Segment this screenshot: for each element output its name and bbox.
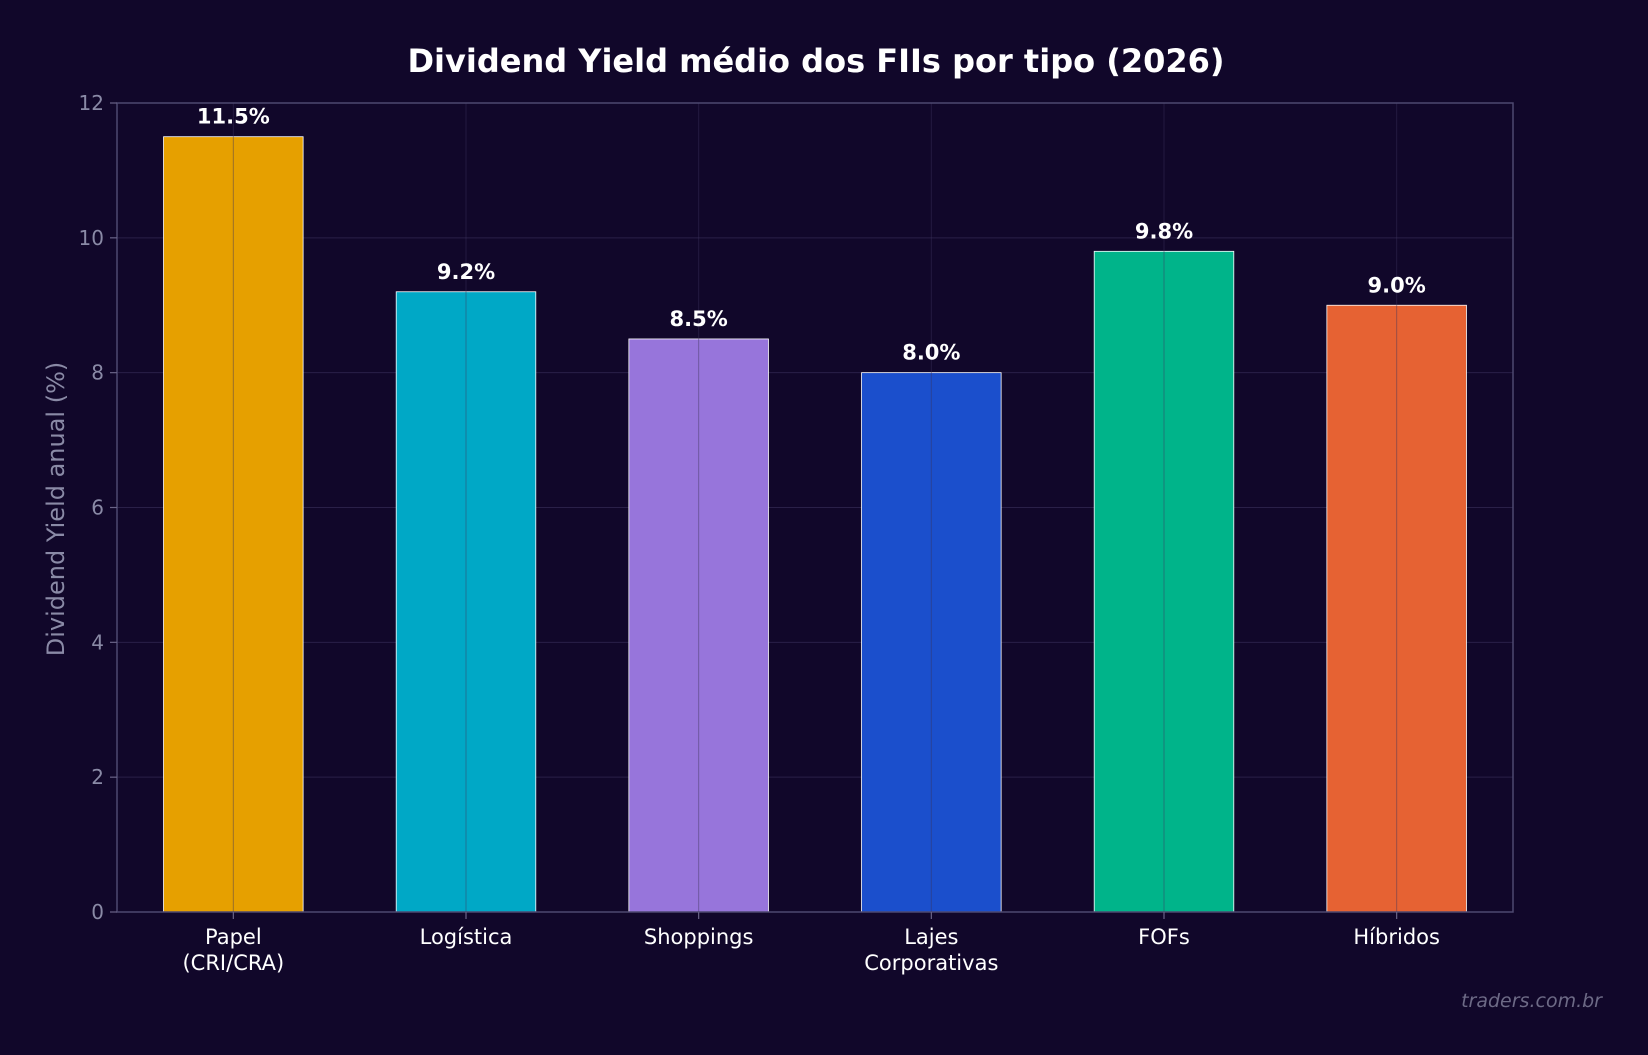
bar-5: [1326, 304, 1467, 913]
value-label-1: 9.2%: [437, 260, 495, 284]
x-tick-label-1: Logística: [420, 925, 513, 949]
x-tick-label-2: Shoppings: [644, 925, 754, 949]
y-tick-label-10: 10: [79, 226, 104, 250]
grid-lines: [117, 102, 1513, 913]
value-label-4: 9.8%: [1135, 219, 1193, 243]
x-tick-label-3: Lajes Corporativas: [864, 925, 998, 975]
bar-3: [861, 372, 1002, 913]
x-tick-label-4: FOFs: [1138, 925, 1190, 949]
y-tick-label-2: 2: [91, 765, 104, 789]
x-axis-ticks: Papel (CRI/CRA) Logística Shoppings Lajes Cor…: [182, 912, 1440, 975]
watermark: traders.com.br: [1461, 990, 1603, 1012]
chart-title: Dividend Yield médio dos FIIs por tipo (…: [407, 42, 1224, 80]
y-axis-ticks: 0 2 4 6 8 10 12: [79, 91, 117, 924]
y-axis-label: Dividend Yield anual (%): [42, 362, 70, 657]
x-tick-label-0: Papel (CRI/CRA): [182, 925, 284, 975]
y-tick-label-6: 6: [91, 496, 104, 520]
bar-4: [1093, 250, 1235, 913]
value-label-2: 8.5%: [670, 307, 728, 331]
bar-1: [395, 291, 537, 913]
value-label-0: 11.5%: [197, 105, 270, 129]
y-tick-label-12: 12: [79, 91, 104, 115]
value-labels: 11.5% 9.2% 8.5% 8.0% 9.8% 9.0%: [197, 105, 1426, 365]
value-label-3: 8.0%: [902, 341, 960, 365]
bars-group: [163, 136, 1467, 913]
bar-2: [628, 338, 769, 913]
vertical-grid-lines: [232, 103, 1398, 912]
y-tick-label-4: 4: [91, 630, 104, 654]
x-tick-label-5: Híbridos: [1353, 925, 1440, 949]
y-tick-label-0: 0: [91, 900, 104, 924]
y-tick-label-8: 8: [91, 361, 104, 385]
value-label-5: 9.0%: [1368, 273, 1426, 297]
